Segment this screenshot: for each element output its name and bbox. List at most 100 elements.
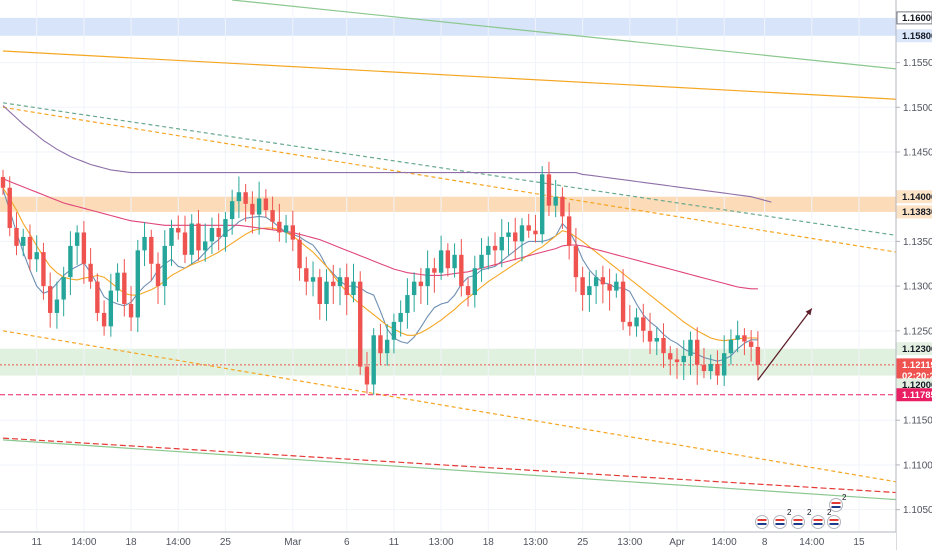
zones-layer	[0, 17, 896, 376]
price-tag-box	[896, 11, 932, 25]
zone-band-2	[0, 348, 896, 376]
candle-body	[560, 196, 565, 217]
event-flag-icon[interactable]	[811, 515, 825, 529]
event-count-badge: 2	[787, 508, 792, 517]
candle-body	[310, 277, 316, 282]
time-tick-label: 8	[762, 537, 768, 548]
candle-body	[378, 335, 383, 354]
candle-body	[229, 201, 235, 220]
time-tick-label: 14:00	[799, 537, 824, 548]
price-tick-label: 1.14500	[903, 148, 932, 159]
time-tick-label: Mar	[284, 537, 302, 548]
event-flag-icon[interactable]	[791, 515, 805, 529]
candle-body	[681, 355, 686, 363]
event-flag-icon[interactable]	[829, 498, 843, 512]
price-axis[interactable]: 1.15500 1.15000 1.14500 1.13500 1.13000 1.125…	[895, 0, 932, 550]
candle-body	[203, 241, 208, 251]
time-tick-label: 18	[483, 537, 495, 548]
price-tick-label: 1.15500	[903, 58, 932, 69]
candle-body	[122, 272, 127, 304]
event-flag-icon[interactable]	[773, 515, 787, 529]
candle-body	[236, 192, 242, 202]
price-tag-label: 1.15800	[902, 31, 932, 42]
candle-body	[128, 304, 134, 318]
candle-body	[351, 281, 356, 296]
price-tag-box	[896, 342, 932, 356]
event-count-badge: 2	[827, 508, 832, 517]
event-flag-icon[interactable]	[827, 515, 841, 529]
trendline-2	[2, 102, 913, 239]
price-tick-label: 1.13000	[903, 282, 932, 293]
trendline-5	[2, 437, 913, 495]
candle-body	[41, 252, 46, 287]
candle-body	[445, 250, 451, 269]
time-tick-label: 14:00	[712, 537, 737, 548]
candle-body	[21, 236, 26, 246]
candle-body	[728, 339, 734, 354]
candle-body	[14, 228, 19, 246]
candle-body	[162, 245, 167, 287]
candle-body	[364, 366, 370, 385]
candle-body	[566, 216, 572, 246]
candle-body	[735, 335, 740, 340]
candle-body	[627, 321, 633, 327]
flag-stripe-red	[793, 519, 803, 521]
trendline-3	[2, 106, 913, 256]
candle-body	[405, 295, 410, 313]
candle-body	[95, 281, 100, 313]
time-tick-label: 18	[125, 537, 137, 548]
candle-body	[701, 364, 707, 372]
zone-band-0	[0, 17, 896, 36]
candle-body	[317, 277, 322, 304]
event-flag-icon[interactable]	[755, 515, 769, 529]
event-count-badge: 2	[807, 508, 812, 517]
candle-body	[519, 225, 525, 242]
time-tick-label: 13:00	[617, 537, 642, 548]
candle-body	[688, 339, 693, 356]
flag-stripe-white	[829, 521, 839, 523]
event-icons-layer[interactable]: 2 2 2 2	[755, 493, 848, 529]
candle-body	[641, 317, 646, 331]
time-tick-label: 14:00	[71, 537, 96, 548]
price-tag-box	[896, 29, 932, 43]
candle-body	[742, 335, 747, 342]
flag-stripe-blue	[757, 523, 767, 525]
time-tick-label: 11	[32, 537, 43, 548]
candle-body	[223, 219, 228, 237]
price-tag-label: 02:20:29	[902, 371, 932, 382]
candle-body	[81, 232, 87, 264]
candle-body	[135, 250, 140, 318]
candle-body	[209, 228, 215, 242]
candle-body	[432, 268, 437, 273]
candle-body	[418, 281, 424, 287]
time-axis-bg	[0, 532, 896, 550]
candle-body	[587, 286, 592, 296]
candle-body	[189, 223, 194, 255]
flag-stripe-blue	[775, 523, 785, 525]
candle-body	[573, 245, 579, 278]
moving-average-1	[2, 187, 758, 342]
price-tag-label: 1.12300	[902, 344, 932, 355]
candle-body	[263, 198, 269, 211]
time-axis[interactable]: 11 14:00 18 14:00 25 Mar 6 11 13:00 18 13:00 25 13:0…	[0, 531, 896, 550]
time-tick-label: Apr	[669, 537, 685, 548]
candle-body	[283, 225, 289, 233]
price-tag-label: 1.13830	[902, 207, 932, 218]
flag-stripe-white	[793, 521, 803, 523]
price-tag-label: 1.11785	[902, 390, 932, 401]
candle-body	[196, 223, 201, 251]
price-tick-label: 1.12500	[903, 326, 932, 337]
candle-body	[7, 187, 12, 228]
candle-body	[459, 254, 464, 287]
zone-band-1	[0, 196, 896, 212]
flag-stripe-red	[757, 519, 767, 521]
candle-body	[108, 290, 114, 327]
price-axis-bg	[896, 0, 932, 550]
flag-stripe-white	[813, 521, 823, 523]
candle-body	[176, 228, 181, 233]
price-tick-label: 1.13500	[903, 237, 932, 248]
price-tick-label: 1.11500	[903, 416, 932, 427]
candle-body	[88, 263, 93, 282]
